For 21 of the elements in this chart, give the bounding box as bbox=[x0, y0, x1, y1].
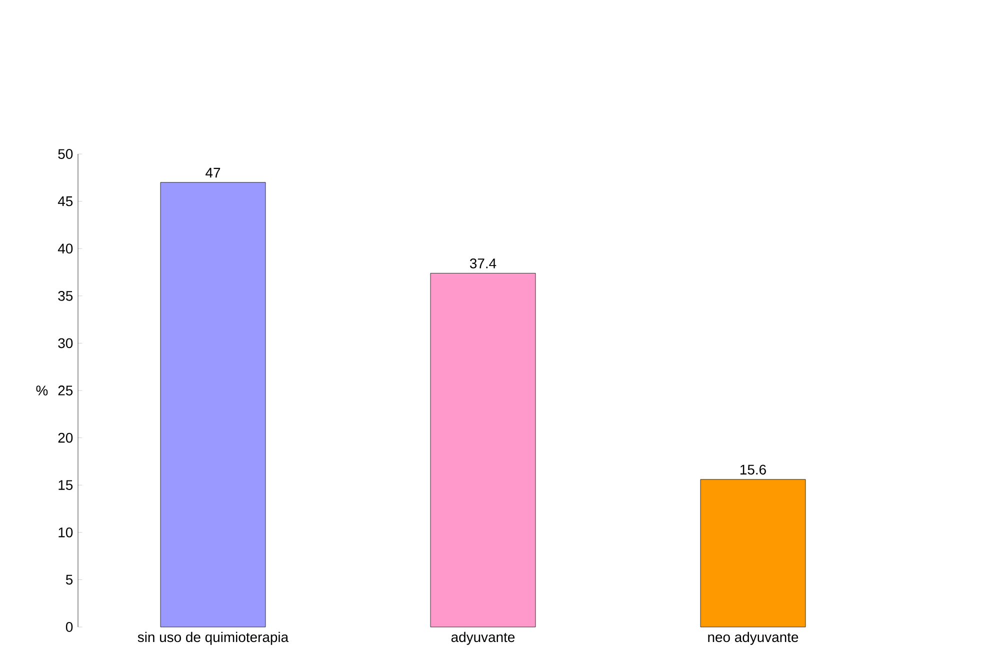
y-tick-label: 0 bbox=[66, 622, 73, 632]
bar bbox=[700, 479, 806, 628]
y-tick-label: 10 bbox=[58, 527, 73, 538]
x-tick-label: neo adyuvante bbox=[708, 632, 798, 645]
data-label: 15.6 bbox=[740, 464, 766, 475]
data-label: 37.4 bbox=[470, 258, 496, 268]
y-tick-label: 40 bbox=[58, 244, 73, 254]
y-axis-title: % bbox=[36, 386, 48, 396]
y-tick-label: 5 bbox=[66, 574, 73, 585]
x-tick-label: sin uso de quimioterapia bbox=[138, 632, 289, 645]
bar bbox=[160, 182, 266, 628]
y-tick-label: 25 bbox=[58, 386, 73, 396]
y-tick-label: 30 bbox=[58, 338, 73, 348]
bar bbox=[430, 272, 536, 628]
y-tick-label: 15 bbox=[58, 480, 73, 490]
x-tick-label: adyuvante bbox=[451, 632, 515, 645]
y-tick-label: 20 bbox=[58, 432, 73, 443]
y-tick-label: 50 bbox=[58, 149, 73, 159]
y-tick-label: 35 bbox=[58, 290, 73, 301]
y-tick-label: 45 bbox=[58, 196, 73, 206]
data-label: 47 bbox=[206, 168, 220, 178]
